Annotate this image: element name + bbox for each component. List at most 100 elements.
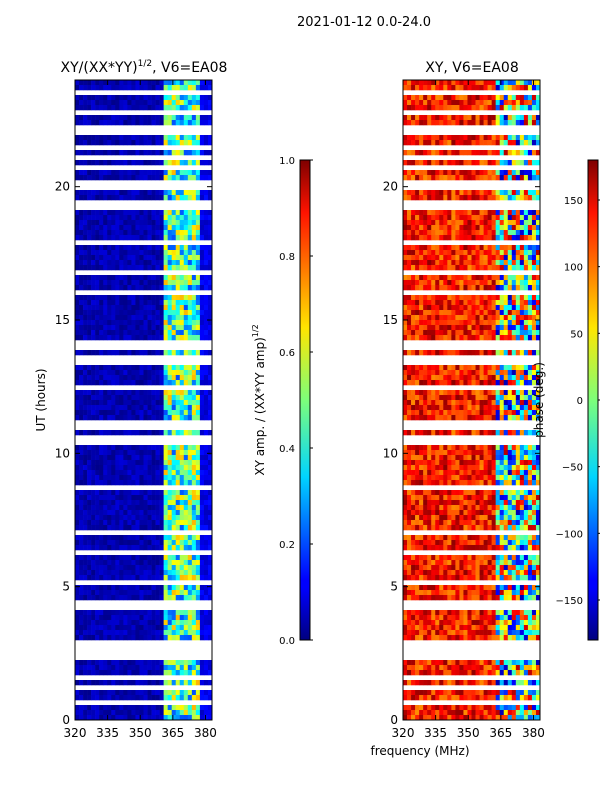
heatmap-cell <box>155 310 160 316</box>
heatmap-cell <box>159 510 164 516</box>
heatmap-cell <box>195 490 201 496</box>
heatmap-cell <box>411 215 416 221</box>
heatmap-cell <box>179 335 185 341</box>
heatmap-cell <box>147 370 152 376</box>
heatmap-cell <box>95 400 100 406</box>
heatmap-cell <box>115 325 120 331</box>
heatmap-cell <box>519 415 525 421</box>
heatmap-cell <box>135 450 140 456</box>
heatmap-cell <box>83 585 88 591</box>
heatmap-cell <box>199 285 205 291</box>
heatmap-cell <box>195 95 201 101</box>
heatmap-cell <box>159 235 164 241</box>
heatmap-cell <box>95 95 100 101</box>
heatmap-cell <box>439 315 444 321</box>
heatmap-cell <box>471 375 476 381</box>
heatmap-cell <box>79 260 84 266</box>
heatmap-cell <box>171 295 177 301</box>
heatmap-cell <box>495 300 501 306</box>
heatmap-cell <box>135 140 140 146</box>
heatmap-cell <box>175 170 181 176</box>
heatmap-cell <box>187 400 193 406</box>
heatmap-cell <box>139 310 144 316</box>
heatmap-cell <box>171 260 177 266</box>
heatmap-cell <box>183 480 189 486</box>
heatmap-cell <box>91 85 96 91</box>
heatmap-cell <box>175 365 181 371</box>
heatmap-cell <box>111 665 116 671</box>
heatmap-cell <box>503 430 509 436</box>
heatmap-cell <box>143 275 148 281</box>
heatmap-cell <box>127 575 132 581</box>
heatmap-cell <box>179 320 185 326</box>
heatmap-cell <box>511 175 517 181</box>
heatmap-cell <box>415 445 420 451</box>
heatmap-cell <box>163 160 168 166</box>
heatmap-cell <box>127 625 132 631</box>
heatmap-cell <box>523 225 529 231</box>
heatmap-cell <box>499 265 505 271</box>
heatmap-cell <box>451 395 456 401</box>
heatmap-cell <box>179 660 185 666</box>
heatmap-cell <box>175 400 181 406</box>
heatmap-cell <box>159 275 164 281</box>
heatmap-cell <box>123 615 128 621</box>
heatmap-cell <box>435 445 440 451</box>
heatmap-cell <box>491 100 496 106</box>
heatmap-cell <box>175 370 181 376</box>
heatmap-cell <box>119 215 124 221</box>
heatmap-cell <box>455 315 460 321</box>
heatmap-cell <box>507 275 513 281</box>
heatmap-cell <box>87 405 92 411</box>
heatmap-cell <box>75 365 80 371</box>
heatmap-cell <box>419 105 424 111</box>
heatmap-cell <box>195 635 201 641</box>
heatmap-cell <box>535 215 541 221</box>
heatmap-cell <box>115 175 120 181</box>
heatmap-cell <box>203 475 209 481</box>
heatmap-cell <box>151 115 156 121</box>
heatmap-cell <box>83 455 88 461</box>
heatmap-cell <box>499 235 505 241</box>
heatmap-cell <box>131 710 136 716</box>
heatmap-cell <box>123 695 128 701</box>
heatmap-cell <box>139 375 144 381</box>
heatmap-cell <box>199 135 205 141</box>
heatmap-cell <box>171 115 177 121</box>
heatmap-cell <box>475 315 480 321</box>
heatmap-cell <box>439 215 444 221</box>
heatmap-cell <box>471 85 476 91</box>
heatmap-cell <box>523 255 529 261</box>
heatmap-cell <box>103 450 108 456</box>
heatmap-cell <box>463 220 468 226</box>
heatmap-cell <box>83 520 88 526</box>
heatmap-cell <box>99 430 104 436</box>
heatmap-cell <box>139 545 144 551</box>
heatmap-cell <box>107 445 112 451</box>
heatmap-cell <box>187 85 193 91</box>
heatmap-cell <box>131 105 136 111</box>
heatmap-cell <box>483 170 488 176</box>
heatmap-cell <box>119 415 124 421</box>
heatmap-cell <box>535 430 541 436</box>
heatmap-cell <box>103 565 108 571</box>
heatmap-cell <box>463 285 468 291</box>
heatmap-cell <box>403 295 408 301</box>
heatmap-cell <box>115 315 120 321</box>
heatmap-cell <box>99 625 104 631</box>
heatmap-cell <box>479 160 484 166</box>
heatmap-cell <box>507 160 513 166</box>
heatmap-cell <box>103 610 108 616</box>
heatmap-cell <box>447 225 452 231</box>
heatmap-cell <box>131 80 136 86</box>
heatmap-cell <box>199 445 205 451</box>
heatmap-cell <box>527 275 533 281</box>
heatmap-cell <box>147 115 152 121</box>
heatmap-cell <box>119 585 124 591</box>
heatmap-cell <box>443 160 448 166</box>
heatmap-cell <box>199 495 205 501</box>
heatmap-cell <box>127 560 132 566</box>
heatmap-cell <box>91 705 96 711</box>
heatmap-cell <box>191 575 197 581</box>
heatmap-cell <box>203 225 209 231</box>
